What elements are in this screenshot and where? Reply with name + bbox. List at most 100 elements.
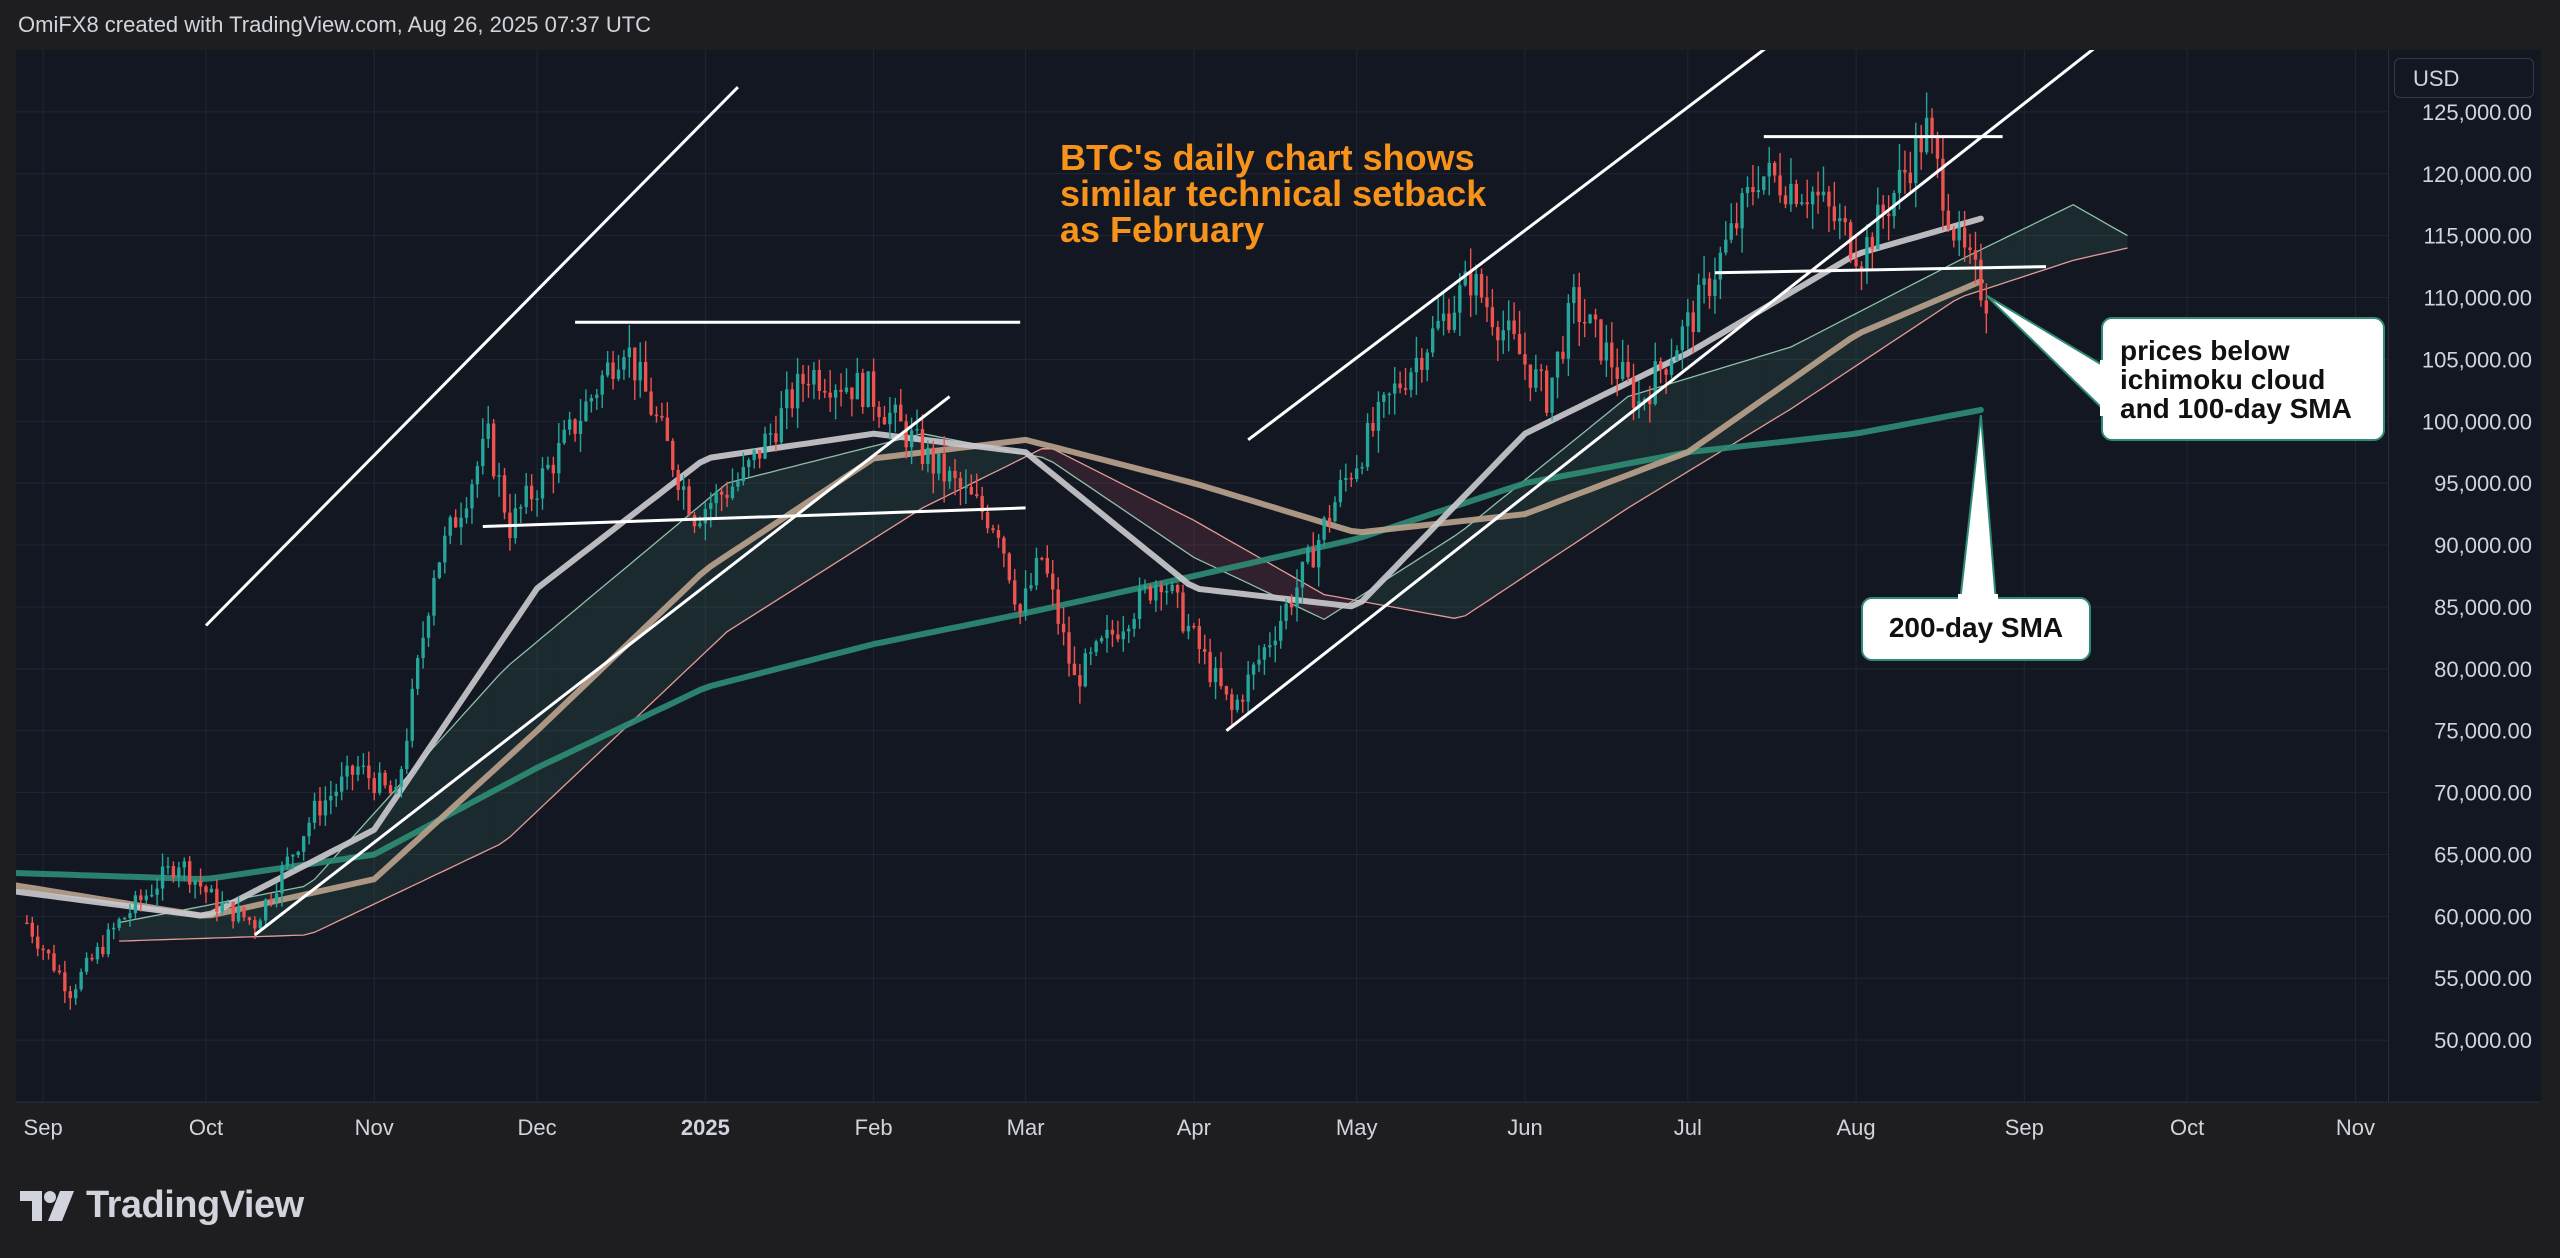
- candle-body: [1762, 176, 1766, 191]
- candle-body: [1023, 588, 1028, 613]
- candle-body: [1610, 342, 1614, 368]
- candle-body: [1588, 314, 1592, 324]
- candle-body: [486, 423, 490, 439]
- candle-body: [529, 485, 534, 500]
- ichimoku-cloud-fill: [461, 698, 478, 863]
- ichimoku-cloud-fill: [1617, 394, 1634, 516]
- candle-body: [1886, 213, 1891, 217]
- y-tick-label: 105,000.00: [2422, 347, 2532, 372]
- candle-body: [1919, 137, 1923, 153]
- callout-text-line: prices below: [2120, 335, 2290, 366]
- candle-body: [1572, 287, 1576, 304]
- ichimoku-cloud-fill: [1731, 360, 1748, 446]
- candle-body: [1691, 312, 1695, 333]
- ichimoku-cloud-fill: [1861, 302, 1878, 363]
- candle-body: [188, 861, 192, 885]
- tradingview-logo-icon: [20, 1190, 74, 1221]
- candle-body: [1002, 537, 1006, 554]
- 50-day-sma-line: [16, 215, 1984, 919]
- candle-body: [920, 429, 925, 464]
- x-tick-label: Sep: [24, 1115, 63, 1140]
- candle-body: [57, 970, 62, 973]
- candle-body: [36, 936, 40, 949]
- currency-button[interactable]: USD: [2394, 58, 2534, 98]
- candle-body: [1658, 361, 1663, 370]
- candle-body: [1333, 502, 1337, 522]
- candle-body: [1794, 183, 1799, 205]
- candle-body: [1566, 303, 1571, 359]
- candle-body: [1192, 625, 1196, 628]
- candle-body: [437, 562, 442, 578]
- y-tick-label: 95,000.00: [2434, 471, 2532, 496]
- candle-body: [567, 419, 572, 430]
- candle-body: [1561, 351, 1565, 359]
- candle-body: [90, 957, 94, 960]
- candle-body: [1431, 328, 1435, 353]
- candle-body: [1962, 227, 1967, 248]
- candle-body: [1452, 312, 1457, 330]
- candle-body: [1067, 632, 1071, 664]
- ichimoku-cloud-fill: [770, 468, 787, 605]
- candle-body: [52, 953, 56, 971]
- candle-body: [833, 389, 838, 398]
- ichimoku-cloud-fill: [1910, 277, 1927, 330]
- candle-body: [1007, 553, 1011, 581]
- candle-body: [1914, 137, 1918, 184]
- candle-body: [1317, 539, 1321, 568]
- candle-body: [600, 375, 604, 395]
- candle-body: [361, 765, 366, 768]
- tradingview-logo[interactable]: TradingView: [20, 1184, 304, 1227]
- candle-body: [285, 856, 290, 867]
- candle-body: [139, 895, 143, 901]
- candle-body: [1393, 383, 1397, 394]
- candle-body: [991, 528, 995, 531]
- candle-body: [1968, 247, 1972, 251]
- candle-body: [1789, 183, 1793, 205]
- candle-body: [725, 494, 729, 498]
- x-tick-label: Mar: [1007, 1115, 1045, 1140]
- candle-body: [1137, 588, 1142, 619]
- candle-body: [1175, 585, 1180, 593]
- candle-body: [1827, 191, 1831, 207]
- candle-body: [1127, 628, 1131, 632]
- candle-body: [882, 417, 887, 425]
- callout-joint: [1958, 594, 1998, 602]
- candle-body: [1897, 169, 1902, 194]
- ichimoku-cloud-fill: [672, 514, 690, 684]
- ichimoku-cloud-fill: [2122, 232, 2128, 250]
- price-axis[interactable]: [2388, 50, 2541, 1102]
- candle-body: [1718, 252, 1723, 280]
- candle-body: [850, 387, 854, 400]
- y-tick-label: 60,000.00: [2434, 904, 2532, 929]
- candle-body: [1110, 629, 1115, 635]
- candle-body: [367, 765, 371, 779]
- candle-body: [323, 800, 328, 816]
- candle-body: [1376, 401, 1381, 431]
- candle-body: [915, 429, 919, 431]
- candle-body: [274, 893, 279, 902]
- candle-body: [1490, 307, 1495, 328]
- candle-body: [253, 920, 257, 929]
- candle-body: [1485, 297, 1489, 308]
- candle-body: [155, 888, 159, 895]
- candle-body: [25, 922, 29, 925]
- candle-body: [350, 765, 355, 775]
- candle-body: [747, 460, 751, 468]
- trendline-support: [1714, 265, 2047, 275]
- candle-body: [671, 440, 675, 470]
- x-tick-label: Nov: [2336, 1115, 2375, 1140]
- ichimoku-cloud-fill: [1649, 384, 1667, 495]
- candle-body: [1865, 236, 1869, 271]
- candle-body: [1924, 117, 1929, 153]
- candle-body: [84, 957, 89, 972]
- callout-joint: [2100, 360, 2108, 416]
- candle-body: [226, 901, 230, 904]
- candle-body: [1740, 193, 1744, 229]
- candle-body: [432, 577, 436, 616]
- candle-body: [1751, 186, 1755, 193]
- candle-body: [470, 484, 474, 509]
- x-tick-label: Dec: [518, 1115, 557, 1140]
- candle-body: [562, 429, 566, 444]
- candle-body: [1409, 372, 1413, 390]
- candle-body: [714, 491, 718, 504]
